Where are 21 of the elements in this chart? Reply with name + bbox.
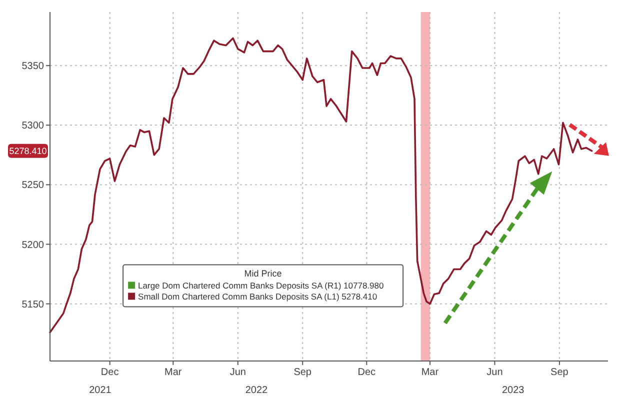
x-tick-label: Jun <box>486 367 503 378</box>
y-tick-label: 5150 <box>22 299 44 310</box>
y-tick-label: 5350 <box>22 61 44 72</box>
legend-label: Large Dom Chartered Comm Banks Deposits SA (R1) 10778.980 <box>138 280 384 291</box>
text: 2023 <box>502 385 525 396</box>
x-tick-label: Jun <box>230 367 246 378</box>
y-tick-label: 5200 <box>22 240 44 251</box>
x-tick-label: Mar <box>421 367 440 378</box>
line-series <box>49 37 593 334</box>
y-tick-label: 5250 <box>22 180 44 192</box>
text: 2021 <box>89 385 112 396</box>
x-tick-label: Sep <box>294 367 312 378</box>
legend-title: Mid Price <box>244 268 282 279</box>
text: 2022 <box>245 385 268 396</box>
legend-label: Small Dom Chartered Comm Banks Deposits SA (L1) 5278.410 <box>138 292 378 302</box>
x-tick-label: Dec <box>100 367 119 378</box>
text: 5278.410 <box>9 146 47 156</box>
y-tick-label: 5300 <box>22 120 44 132</box>
x-tick-label: Mar <box>164 367 182 378</box>
x-tick-label: Sep <box>550 367 569 378</box>
x-tick-label: Dec <box>358 367 376 378</box>
